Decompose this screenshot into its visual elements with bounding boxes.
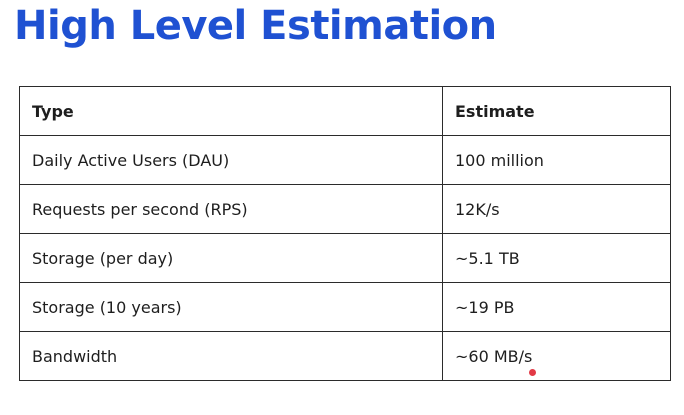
type-cell: Storage (per day)	[19, 233, 443, 283]
estimate-cell: 100 million	[442, 135, 671, 185]
estimate-cell: 12K/s	[442, 184, 671, 234]
type-cell: Daily Active Users (DAU)	[19, 135, 443, 185]
table-row: Requests per second (RPS) 12K/s	[19, 184, 671, 234]
table-row: Storage (per day) ~5.1 TB	[19, 233, 671, 283]
table-row: Storage (10 years) ~19 PB	[19, 282, 671, 332]
table-row: Daily Active Users (DAU) 100 million	[19, 135, 671, 185]
estimate-cell: ~5.1 TB	[442, 233, 671, 283]
table-row: Bandwidth ~60 MB/s	[19, 331, 671, 381]
type-cell: Storage (10 years)	[19, 282, 443, 332]
column-header-type: Type	[19, 86, 443, 136]
type-cell: Requests per second (RPS)	[19, 184, 443, 234]
page-title: High Level Estimation	[14, 3, 497, 49]
column-header-estimate: Estimate	[442, 86, 671, 136]
pointer-dot-icon	[529, 369, 536, 376]
estimate-cell: ~19 PB	[442, 282, 671, 332]
table-header-row: Type Estimate	[19, 86, 671, 136]
estimation-table: Type Estimate Daily Active Users (DAU) 1…	[19, 86, 671, 381]
estimate-cell: ~60 MB/s	[442, 331, 671, 381]
type-cell: Bandwidth	[19, 331, 443, 381]
